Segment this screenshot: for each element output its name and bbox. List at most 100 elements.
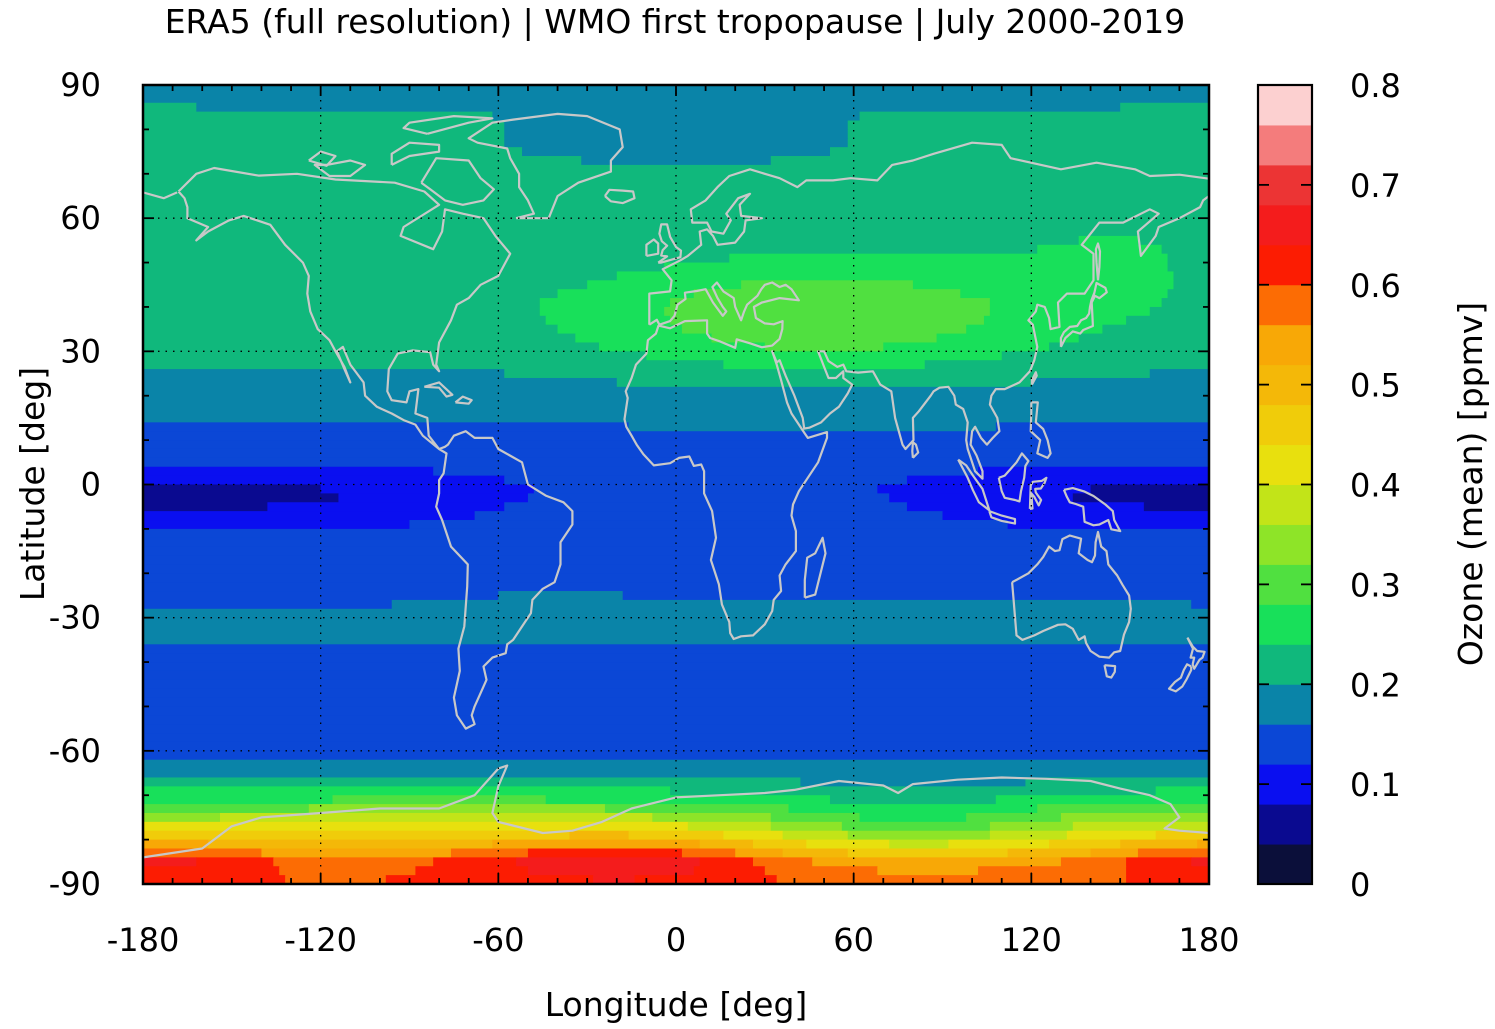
field-cell (143, 209, 1209, 219)
coastline (390, 141, 441, 166)
field-cell (883, 342, 1050, 352)
field-cell (1049, 839, 1121, 850)
coastline (1186, 637, 1206, 670)
field-cell (527, 493, 890, 503)
field-cell (143, 147, 523, 157)
field-cell (143, 369, 505, 379)
y-tick-label: -30 (49, 599, 101, 637)
x-axis-label: Longitude [deg] (545, 985, 808, 1024)
field-cell (912, 280, 1175, 290)
field-cell (770, 156, 1209, 166)
field-cell (1173, 280, 1209, 290)
field-cell (764, 342, 884, 352)
field-cell (995, 422, 1209, 432)
field-cell (1090, 484, 1209, 494)
field-cell (516, 857, 701, 867)
axis-ticks: -180 -120 -60 0 60 120 180 90 60 30 0 -30 -60 -90 (49, 66, 1240, 959)
field-cell (143, 555, 1209, 565)
field-cell (593, 875, 636, 884)
field-cell (1102, 324, 1209, 335)
field-cell (143, 502, 268, 512)
field-cell (338, 493, 529, 503)
field-cell (433, 466, 979, 477)
field-cell (474, 511, 944, 521)
colorbar-tick-label: 0 (1350, 866, 1370, 904)
field-cell (208, 839, 494, 850)
field-cell (693, 866, 766, 876)
field-cell (723, 830, 784, 841)
field-cell (978, 866, 1127, 876)
field-cell (699, 839, 754, 850)
coastline (1062, 487, 1122, 533)
field-cell (847, 848, 1009, 858)
field-cell (143, 138, 505, 148)
field-cell (504, 138, 849, 148)
field-cell (539, 306, 665, 317)
coastline (988, 510, 1017, 525)
field-cell (143, 457, 1209, 468)
field-cell (800, 777, 1027, 787)
x-tick-label: 0 (666, 921, 686, 959)
coastline (1094, 242, 1102, 281)
field-cell (788, 804, 1038, 814)
field-cell (906, 475, 1209, 486)
field-cell (616, 271, 1175, 281)
field-cell (143, 475, 505, 486)
field-cell (1049, 342, 1209, 352)
field-cell (1078, 235, 1139, 246)
coastline (957, 458, 991, 512)
field-cell (989, 821, 1074, 832)
field-cell (752, 857, 813, 867)
field-cell (1090, 848, 1139, 858)
field-cell (687, 821, 772, 832)
field-cell (143, 271, 618, 281)
field-cell (143, 564, 1209, 574)
field-cell (533, 484, 878, 494)
coastline (420, 157, 495, 206)
field-cell (1126, 315, 1209, 326)
field-cell (764, 866, 878, 876)
field-cell (1007, 848, 1092, 858)
field-cell (143, 342, 600, 352)
field-cell (989, 306, 1151, 317)
field-cell (143, 164, 1209, 175)
field-cell (1155, 786, 1209, 796)
field-cell (143, 120, 505, 130)
field-cell (504, 120, 849, 130)
x-tick-label: 60 (833, 921, 874, 959)
field-cell (143, 431, 1209, 441)
field-cell (1126, 857, 1192, 867)
colorbar-label: Ozone (mean) [ppmv] (1451, 302, 1490, 666)
field-cell (143, 520, 411, 530)
field-cell (409, 520, 1009, 530)
field-cell (143, 662, 1209, 672)
colorbar-swatch (1258, 524, 1312, 565)
field-cell (143, 235, 1080, 246)
field-cell (978, 466, 1209, 477)
chart-title: ERA5 (full resolution) | WMO first tropo… (164, 2, 1186, 41)
field-cell (539, 298, 671, 308)
field-cell (1167, 253, 1209, 264)
field-cell (664, 306, 991, 317)
field-cell (1007, 520, 1209, 530)
coastline (657, 223, 683, 264)
field-cell (143, 386, 1209, 397)
field-cell (1149, 306, 1209, 317)
field-cell (1167, 289, 1209, 299)
field-cell (670, 315, 985, 326)
coastline (1028, 476, 1048, 510)
grid-lines (143, 85, 1209, 884)
field-cell (966, 812, 1062, 823)
colorbar-swatch (1258, 124, 1312, 166)
field-cell (770, 821, 843, 832)
field-cell (1072, 821, 1209, 832)
coastline (143, 191, 178, 200)
field-cell (143, 484, 322, 494)
field-cell (829, 795, 997, 805)
field-cell (670, 298, 991, 308)
field-cell (664, 262, 1169, 273)
field-cell (1191, 599, 1209, 610)
field-cell (681, 848, 736, 858)
colorbar-tick-label: 0.7 (1350, 167, 1401, 205)
field-cell (616, 377, 1032, 388)
